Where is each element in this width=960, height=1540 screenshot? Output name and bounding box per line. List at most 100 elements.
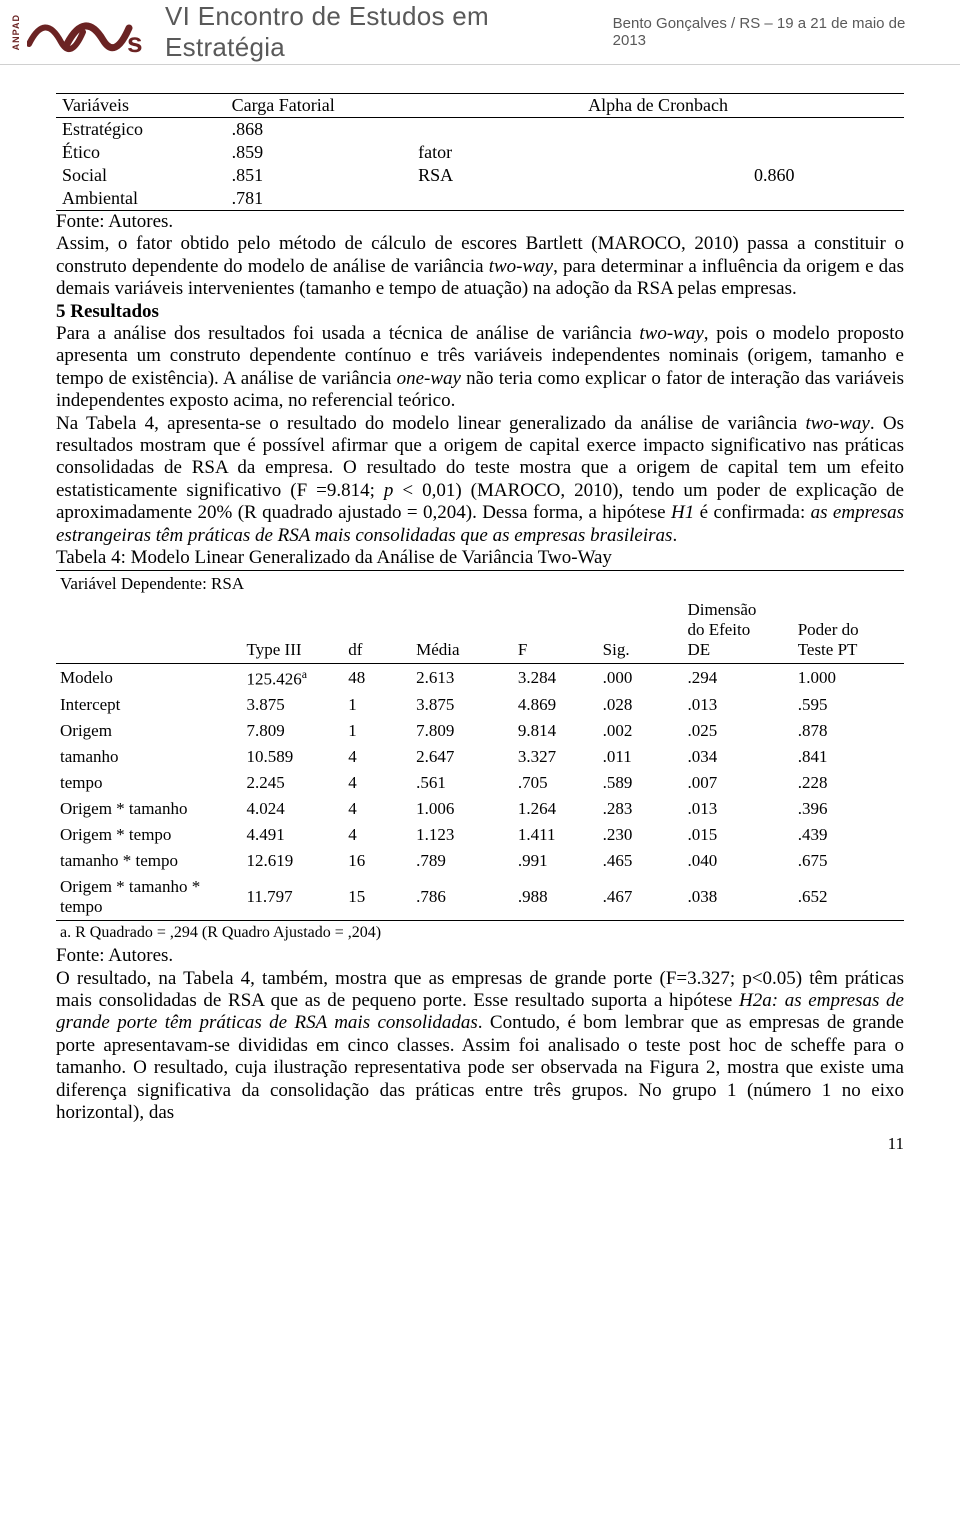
th-f: F bbox=[514, 597, 599, 664]
text: Na Tabela 4, apresenta-se o resultado do… bbox=[56, 413, 805, 434]
cell: .230 bbox=[599, 822, 684, 848]
cell: .595 bbox=[794, 692, 904, 718]
text: Dimensão bbox=[687, 600, 756, 619]
waves-icon: s bbox=[27, 8, 147, 56]
th-media: Média bbox=[412, 597, 514, 664]
table4-footnote-row: a. R Quadrado = ,294 (R Quadro Ajustado … bbox=[56, 921, 904, 946]
cell: Estratégico bbox=[56, 118, 226, 142]
table4-depvar-row: Variável Dependente: RSA bbox=[56, 570, 904, 597]
table-row: Estratégico .868 bbox=[56, 118, 904, 142]
cell: Origem bbox=[56, 718, 243, 744]
paragraph: Assim, o fator obtido pelo método de cál… bbox=[56, 233, 904, 569]
th-de: Dimensão do Efeito DE bbox=[683, 597, 793, 664]
cell: 1 bbox=[344, 718, 412, 744]
th-blank bbox=[56, 597, 243, 664]
text: Para a análise dos resultados foi usada … bbox=[56, 323, 639, 344]
table4-head-row: Type III df Média F Sig. Dimensão do Efe… bbox=[56, 597, 904, 664]
anpad-mark: ANPAD bbox=[12, 14, 21, 50]
cell: 1.123 bbox=[412, 822, 514, 848]
cell: .465 bbox=[599, 848, 684, 874]
table-row: Ético .859 fator bbox=[56, 141, 904, 164]
cell: Ético bbox=[56, 141, 226, 164]
th-sig: Sig. bbox=[599, 597, 684, 664]
table-head-row: Variáveis Carga Fatorial Alpha de Cronba… bbox=[56, 94, 904, 118]
table-row: Social .851 RSA 0.860 bbox=[56, 164, 904, 187]
th-type3: Type III bbox=[243, 597, 345, 664]
cell: 11.797 bbox=[243, 874, 345, 921]
cell: 48 bbox=[344, 663, 412, 692]
table-row: Modelo125.426a482.6133.284.000.2941.000 bbox=[56, 663, 904, 692]
cell: 1.264 bbox=[514, 796, 599, 822]
cell: .589 bbox=[599, 770, 684, 796]
cell: .988 bbox=[514, 874, 599, 921]
cell: .011 bbox=[599, 744, 684, 770]
table-row: Origem * tamanho * tempo11.79715.786.988… bbox=[56, 874, 904, 921]
table-row: Origem * tamanho4.02441.0061.264.283.013… bbox=[56, 796, 904, 822]
cell: 4 bbox=[344, 796, 412, 822]
cell: 125.426a bbox=[243, 663, 345, 692]
cell bbox=[644, 187, 904, 211]
table-row: Intercept3.87513.8754.869.028.013.595 bbox=[56, 692, 904, 718]
cell: .467 bbox=[599, 874, 684, 921]
cell: .439 bbox=[794, 822, 904, 848]
cell: .878 bbox=[794, 718, 904, 744]
svg-text:s: s bbox=[127, 27, 143, 56]
cell: .851 bbox=[226, 164, 413, 187]
cell: .283 bbox=[599, 796, 684, 822]
cell: .841 bbox=[794, 744, 904, 770]
header-title: VI Encontro de Estudos em Estratégia bbox=[165, 1, 613, 63]
table-row: Origem * tempo4.49141.1231.411.230.015.4… bbox=[56, 822, 904, 848]
text-italic: two-way bbox=[805, 413, 869, 434]
table-variables: Variáveis Carga Fatorial Alpha de Cronba… bbox=[56, 93, 904, 211]
table4-depvar: Variável Dependente: RSA bbox=[56, 570, 904, 597]
text: DE bbox=[687, 640, 710, 659]
table4-footnote: a. R Quadrado = ,294 (R Quadro Ajustado … bbox=[56, 921, 904, 946]
cell: Origem * tamanho * tempo bbox=[56, 874, 243, 921]
text: . bbox=[672, 525, 677, 546]
table-row: tempo2.2454.561.705.589.007.228 bbox=[56, 770, 904, 796]
cell: .013 bbox=[683, 796, 793, 822]
cell: Origem * tamanho bbox=[56, 796, 243, 822]
text-italic: one-way bbox=[397, 368, 461, 389]
cell: 12.619 bbox=[243, 848, 345, 874]
header-logo: ANPAD s bbox=[0, 8, 147, 56]
cell: .034 bbox=[683, 744, 793, 770]
cell: .991 bbox=[514, 848, 599, 874]
cell: 2.245 bbox=[243, 770, 345, 796]
page-body: Variáveis Carga Fatorial Alpha de Cronba… bbox=[0, 65, 960, 1178]
cell: 4 bbox=[344, 744, 412, 770]
cell: .781 bbox=[226, 187, 413, 211]
cell: .038 bbox=[683, 874, 793, 921]
cell: 3.875 bbox=[243, 692, 345, 718]
table4: Variável Dependente: RSA Type III df Méd… bbox=[56, 570, 904, 946]
cell: 10.589 bbox=[243, 744, 345, 770]
cell: 16 bbox=[344, 848, 412, 874]
cell: 4.024 bbox=[243, 796, 345, 822]
cell: 7.809 bbox=[412, 718, 514, 744]
text-italic: p bbox=[384, 480, 394, 501]
text-italic: two-way bbox=[489, 256, 553, 277]
table1-source: Fonte: Autores. bbox=[56, 211, 904, 233]
cell: Modelo bbox=[56, 663, 243, 692]
cell: 2.613 bbox=[412, 663, 514, 692]
paragraph: O resultado, na Tabela 4, também, mostra… bbox=[56, 968, 904, 1125]
text: do Efeito bbox=[687, 620, 750, 639]
cell: 9.814 bbox=[514, 718, 599, 744]
cell: 1.000 bbox=[794, 663, 904, 692]
cell: 3.875 bbox=[412, 692, 514, 718]
th-carga: Carga Fatorial bbox=[226, 94, 413, 118]
cell bbox=[412, 187, 644, 211]
cell: .007 bbox=[683, 770, 793, 796]
cell: tempo bbox=[56, 770, 243, 796]
cell: tamanho * tempo bbox=[56, 848, 243, 874]
cell: 2.647 bbox=[412, 744, 514, 770]
cell: .705 bbox=[514, 770, 599, 796]
cell: Social bbox=[56, 164, 226, 187]
cell: .652 bbox=[794, 874, 904, 921]
text: Teste PT bbox=[798, 640, 858, 659]
table-row: Origem7.80917.8099.814.002.025.878 bbox=[56, 718, 904, 744]
cell: RSA bbox=[412, 164, 644, 187]
cell: 1 bbox=[344, 692, 412, 718]
cell: Intercept bbox=[56, 692, 243, 718]
cell: .675 bbox=[794, 848, 904, 874]
